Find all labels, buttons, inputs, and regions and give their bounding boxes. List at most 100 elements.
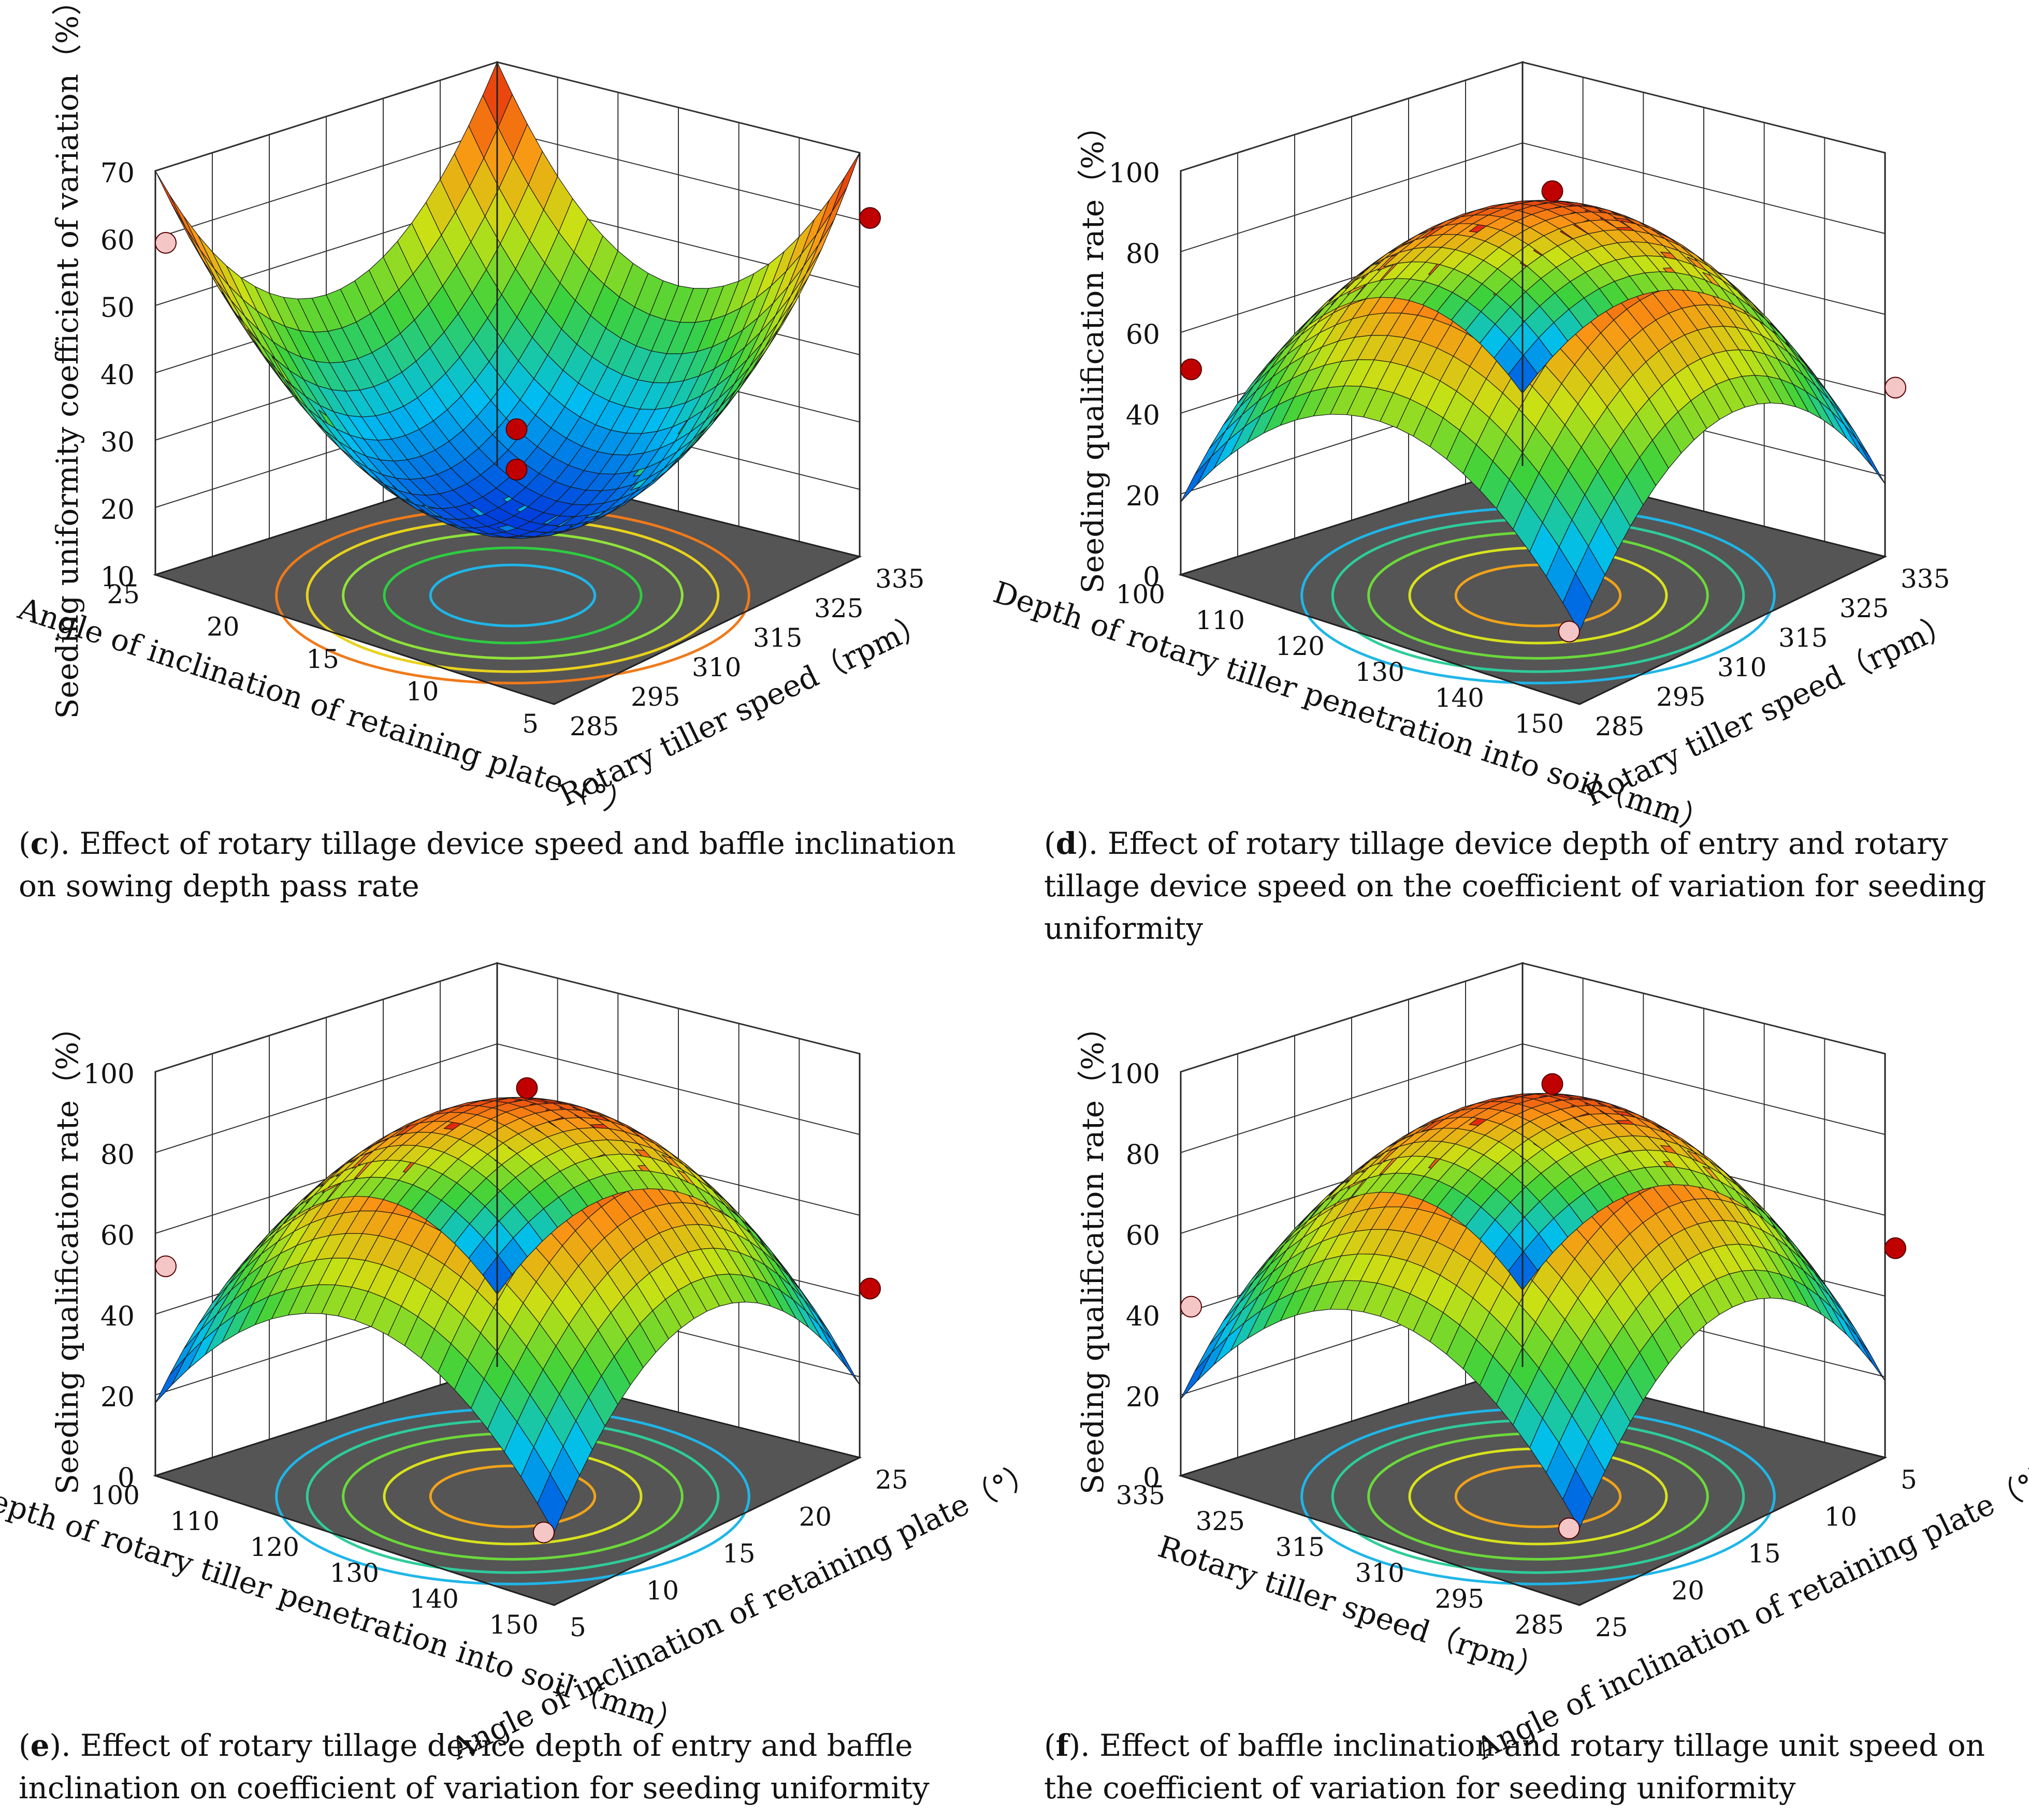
- z-tick-label: 60: [100, 1220, 135, 1251]
- left-axis-tick-label: 140: [1435, 683, 1484, 713]
- caption-d: (d). Effect of rotary tillage device dep…: [1044, 826, 1987, 946]
- z-axis-label: Seeding uniformity coefficient of variat…: [50, 0, 85, 719]
- right-axis-tick-label: 5: [1901, 1465, 1917, 1495]
- caption-e: (e). Effect of rotary tillage device dep…: [19, 1728, 930, 1806]
- right-axis-tick-label: 285: [1595, 711, 1644, 741]
- left-axis-tick-label: 310: [1355, 1558, 1404, 1588]
- right-axis-tick-label: 5: [570, 1612, 586, 1642]
- z-tick-label: 0: [1143, 562, 1160, 593]
- left-axis-tick-label: 285: [1515, 1610, 1564, 1640]
- right-axis-tick-label: 10: [646, 1576, 679, 1606]
- design-point-marker: [1541, 1073, 1563, 1095]
- z-axis-label: Seeding qualification rate（%）: [50, 1012, 85, 1495]
- floor-contour: [429, 563, 597, 628]
- caption-c: (c). Effect of rotary tillage device spe…: [19, 826, 956, 904]
- design-point-marker: [533, 1521, 555, 1544]
- surface-cell: [831, 1339, 860, 1385]
- axis-line-right: [554, 556, 860, 705]
- axis-line-right: [1579, 556, 1886, 705]
- right-axis-tick-label: 20: [799, 1502, 832, 1532]
- left-axis-tick-label: 325: [1196, 1506, 1245, 1536]
- design-point-marker: [505, 418, 528, 440]
- right-axis-tick-label: 25: [875, 1465, 908, 1495]
- design-point-marker: [516, 1077, 538, 1099]
- z-tick-label: 40: [100, 1301, 135, 1332]
- left-axis-tick-label: 100: [91, 1480, 140, 1510]
- z-tick-label: 80: [1126, 239, 1160, 270]
- surface-mesh: [155, 61, 860, 539]
- z-tick-label: 40: [1126, 1301, 1160, 1332]
- axis-line-right: [1579, 1457, 1886, 1606]
- design-point-marker: [155, 1255, 177, 1277]
- z-tick-label: 60: [1126, 319, 1160, 351]
- design-point-marker: [859, 207, 881, 229]
- chart-panel-c: 10 20 30 40 50 60 70 Seeding uniformity coeffic…: [13, 0, 934, 824]
- right-axis-tick-label: 335: [875, 564, 924, 594]
- left-axis-tick-label: 335: [1116, 1480, 1165, 1510]
- design-point-marker: [1885, 1237, 1906, 1259]
- axis-line-right: [554, 1457, 860, 1606]
- left-axis-tick-label: 110: [1196, 605, 1245, 635]
- surface-cell: [1857, 440, 1886, 484]
- right-axis-tick-label: 325: [814, 593, 863, 623]
- right-axis-tick-label: 285: [570, 711, 619, 741]
- surface-mesh: [1180, 1093, 1886, 1530]
- design-point-marker: [859, 1277, 881, 1300]
- design-point-marker: [1180, 1295, 1202, 1318]
- z-tick-label: 40: [100, 360, 135, 391]
- left-axis-tick-label: 120: [1276, 631, 1325, 661]
- right-axis-tick-label: 335: [1901, 564, 1950, 594]
- z-tick-label: 70: [100, 158, 135, 189]
- z-tick-label: 0: [1143, 1463, 1160, 1494]
- right-axis-tick-label: 310: [1717, 652, 1766, 682]
- axis-line-left: [1180, 1475, 1580, 1606]
- right-axis-tick-label: 295: [631, 682, 680, 712]
- axis-line-left: [155, 574, 555, 705]
- axis-line-left: [1180, 574, 1580, 705]
- z-tick-label: 60: [100, 225, 135, 256]
- design-point-marker: [1180, 358, 1202, 381]
- left-axis-tick-label: 25: [107, 579, 140, 609]
- left-axis-tick-label: 110: [170, 1506, 220, 1536]
- design-point-marker: [155, 232, 177, 254]
- left-axis-tick-label: 100: [1116, 579, 1165, 609]
- z-tick-label: 50: [100, 293, 135, 324]
- left-axis-tick-label: 10: [406, 677, 439, 707]
- z-tick-label: 100: [1109, 1059, 1160, 1090]
- surface-mesh: [1180, 200, 1886, 632]
- floor-contour: [429, 1464, 597, 1528]
- z-tick-label: 0: [118, 1463, 135, 1494]
- right-axis-tick-label: 25: [1595, 1612, 1628, 1642]
- right-axis-tick-label: 20: [1672, 1576, 1705, 1606]
- left-axis-tick-label: 15: [306, 644, 339, 674]
- left-axis-tick-label: 130: [330, 1558, 379, 1588]
- left-axis-tick-label: 130: [1355, 657, 1404, 687]
- design-point-marker: [1541, 180, 1563, 202]
- right-axis-tick-label: 315: [753, 623, 802, 653]
- design-point-marker: [1558, 620, 1580, 643]
- left-axis-tick-label: 150: [1515, 709, 1564, 739]
- right-axis-tick-label: 310: [692, 652, 741, 682]
- left-axis-tick-label: 150: [489, 1610, 539, 1640]
- left-axis-tick-label: 5: [522, 709, 539, 739]
- design-point-marker: [1885, 376, 1906, 399]
- right-axis-tick-label: 325: [1839, 593, 1889, 623]
- z-tick-label: 80: [100, 1140, 135, 1171]
- z-tick-label: 100: [1109, 158, 1160, 189]
- right-axis-tick-label: 15: [722, 1539, 756, 1569]
- floor-contour: [1454, 1464, 1622, 1528]
- floor-contour: [1454, 563, 1622, 628]
- left-axis-tick-label: 295: [1435, 1584, 1484, 1614]
- surface-cell: [831, 152, 860, 212]
- right-axis-tick-label: 15: [1748, 1539, 1781, 1569]
- left-axis-tick-label: 140: [410, 1584, 459, 1614]
- caption-f: (f). Effect of baffle inclination and ro…: [1044, 1728, 1985, 1806]
- z-tick-label: 20: [100, 494, 135, 526]
- left-axis-tick-label: 20: [207, 612, 240, 642]
- axis-line-left: [155, 1475, 555, 1606]
- z-tick-label: 10: [100, 562, 135, 593]
- surface-mesh: [155, 1097, 860, 1533]
